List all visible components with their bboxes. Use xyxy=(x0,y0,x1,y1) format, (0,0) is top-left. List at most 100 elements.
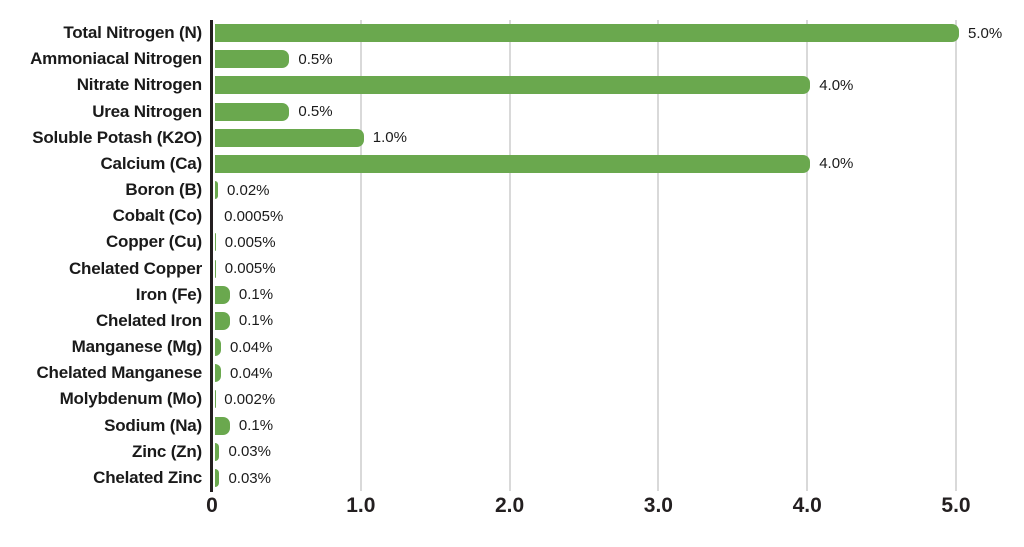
chart-row: Copper (Cu) 0.005% xyxy=(0,229,1024,255)
gridlines xyxy=(212,20,1024,491)
gridline xyxy=(955,20,957,491)
chart-row: Chelated Copper 0.005% xyxy=(0,256,1024,282)
value-label: 0.04% xyxy=(229,364,273,382)
x-tick-label: 0 xyxy=(206,494,218,517)
bar xyxy=(215,233,216,252)
value-label: 0.5% xyxy=(298,50,333,68)
chart-row: Molybdenum (Mo) 0.002% xyxy=(0,386,1024,412)
bar xyxy=(215,24,959,43)
chart-row: Sodium (Na) 0.1% xyxy=(0,413,1024,439)
bar-area: 0.1% xyxy=(212,311,1024,330)
chart-row: Chelated Zinc 0.03% xyxy=(0,465,1024,491)
bar-area: 0.1% xyxy=(212,416,1024,435)
gridline xyxy=(806,20,809,491)
x-tick-label: 1.0 xyxy=(346,494,376,517)
y-axis-line xyxy=(210,20,213,492)
category-label: Chelated Zinc xyxy=(93,468,202,487)
chart-row: Chelated Manganese 0.04% xyxy=(0,360,1024,386)
chart-row: Urea Nitrogen 0.5% xyxy=(0,99,1024,125)
category-label: Nitrate Nitrogen xyxy=(76,75,202,95)
gridline xyxy=(508,20,511,491)
value-label: 0.0005% xyxy=(224,207,284,225)
bar-area: 0.0005% xyxy=(212,207,1024,226)
bar xyxy=(215,364,221,383)
chart-row: Boron (B) 0.02% xyxy=(0,177,1024,203)
gridline xyxy=(359,20,362,491)
category-label: Chelated Manganese xyxy=(36,363,202,383)
category-label: Chelated Iron xyxy=(95,310,202,330)
bar-area: 0.005% xyxy=(212,259,1024,278)
bar-area: 0.04% xyxy=(212,338,1024,357)
x-tick-label: 3.0 xyxy=(643,494,673,517)
value-label: 0.1% xyxy=(238,417,274,435)
category-label: Boron (B) xyxy=(125,180,202,200)
bar xyxy=(215,102,290,121)
bar-area: 0.04% xyxy=(212,364,1024,383)
chart-row: Soluble Potash (K2O) 1.0% xyxy=(0,125,1024,151)
chart-row: Manganese (Mg) 0.04% xyxy=(0,334,1024,360)
bar-area: 0.5% xyxy=(212,50,1024,69)
category-label: Sodium (Na) xyxy=(104,415,202,435)
bar-area: 5.0% xyxy=(212,24,1024,43)
bar xyxy=(215,154,811,173)
bar-area: 0.1% xyxy=(212,285,1024,304)
value-label: 0.04% xyxy=(229,338,273,356)
bar-area: 0.002% xyxy=(212,390,1024,409)
value-label: 0.02% xyxy=(226,181,270,199)
category-label: Calcium (Ca) xyxy=(100,153,202,173)
gridline xyxy=(657,20,660,491)
bar xyxy=(215,50,290,69)
category-label: Molybdenum (Mo) xyxy=(59,389,203,409)
category-label: Ammoniacal Nitrogen xyxy=(30,49,202,69)
value-label: 4.0% xyxy=(819,155,854,173)
bar xyxy=(215,128,364,147)
chart-rows: Total Nitrogen (N) 5.0% Ammoniacal Nitro… xyxy=(0,20,1024,491)
bar xyxy=(215,76,811,95)
value-label: 1.0% xyxy=(372,129,407,147)
category-label: Zinc (Zn) xyxy=(132,441,202,461)
bar-area: 4.0% xyxy=(212,154,1024,173)
chart-row: Iron (Fe) 0.1% xyxy=(0,282,1024,308)
bar-area: 4.0% xyxy=(212,76,1024,95)
bar xyxy=(215,181,218,200)
bar xyxy=(215,469,220,487)
bar xyxy=(215,442,220,461)
value-label: 0.002% xyxy=(224,390,276,408)
value-label: 0.5% xyxy=(298,103,333,121)
value-label: 0.03% xyxy=(228,443,271,461)
bar-area: 0.03% xyxy=(212,469,1024,487)
category-label: Cobalt (Co) xyxy=(112,206,203,226)
bar xyxy=(215,285,230,304)
chart-row: Nitrate Nitrogen 4.0% xyxy=(0,72,1024,98)
bar-area: 0.005% xyxy=(212,233,1024,252)
bar xyxy=(215,338,221,357)
bar-area: 0.03% xyxy=(212,442,1024,461)
category-label: Iron (Fe) xyxy=(135,284,202,304)
x-tick-label: 2.0 xyxy=(494,494,525,517)
value-label: 0.005% xyxy=(224,233,276,251)
bar xyxy=(215,259,216,278)
chart-row: Cobalt (Co) 0.0005% xyxy=(0,203,1024,229)
bar xyxy=(215,416,230,435)
category-label: Total Nitrogen (N) xyxy=(63,23,202,43)
value-label: 0.1% xyxy=(238,312,274,330)
value-label: 0.1% xyxy=(238,286,274,304)
chart-row: Chelated Iron 0.1% xyxy=(0,308,1024,334)
value-label: 5.0% xyxy=(968,24,1003,42)
category-label: Urea Nitrogen xyxy=(92,101,202,121)
bar-area: 1.0% xyxy=(212,128,1024,147)
value-label: 0.03% xyxy=(228,469,271,487)
chart-row: Calcium (Ca) 4.0% xyxy=(0,151,1024,177)
bar xyxy=(215,311,230,330)
chart-row: Ammoniacal Nitrogen 0.5% xyxy=(0,46,1024,72)
x-tick-label: 5.0 xyxy=(941,494,971,517)
x-axis: 0 1.0 2.0 3.0 4.0 5.0 xyxy=(0,494,1024,522)
bar-area: 0.5% xyxy=(212,102,1024,121)
bar-area: 0.02% xyxy=(212,181,1024,200)
category-label: Copper (Cu) xyxy=(105,232,202,252)
category-label: Soluble Potash (K2O) xyxy=(32,127,202,147)
chart-row: Total Nitrogen (N) 5.0% xyxy=(0,20,1024,46)
category-label: Chelated Copper xyxy=(68,258,202,278)
value-label: 4.0% xyxy=(819,76,854,94)
